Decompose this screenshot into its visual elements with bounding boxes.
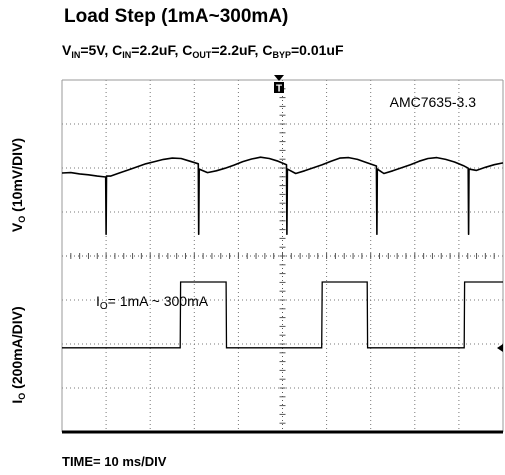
x-axis-label: TIME= 10 ms/DIV	[62, 454, 167, 469]
reference-level-marker	[497, 344, 503, 352]
current-annotation: IO= 1mA ~ 300mA	[96, 293, 209, 312]
annotation-sub: O	[100, 301, 108, 312]
annotation-base: I	[96, 293, 100, 309]
cin-base: C	[112, 42, 123, 58]
trace-output-voltage	[61, 156, 504, 235]
vin-value: =5V,	[80, 42, 113, 58]
cout-value: =2.2uF,	[211, 42, 263, 58]
trigger-letter: T	[276, 84, 282, 95]
cout-base: C	[182, 42, 193, 58]
trigger-box	[274, 82, 284, 93]
chart-title: Load Step (1mA~300mA)	[64, 6, 289, 27]
cbyp-sub: BYP	[272, 50, 291, 60]
grid	[61, 79, 504, 434]
trace-output-current	[62, 281, 503, 349]
cin-sub: IN	[122, 50, 132, 60]
traces	[61, 156, 504, 349]
device-label: AMC7635-3.3	[390, 94, 477, 110]
cin-value: =2.2uF,	[131, 42, 183, 58]
chart-subtitle: VIN=5V, CIN=2.2uF, COUT=2.2uF, CBYP=0.01…	[62, 42, 344, 60]
vin-sub: IN	[71, 50, 81, 60]
cbyp-value: =0.01uF	[290, 42, 344, 58]
trigger-marker: T	[274, 75, 284, 95]
cout-sub: OUT	[192, 50, 212, 60]
cbyp-base: C	[262, 42, 273, 58]
annotation-rest: = 1mA ~ 300mA	[108, 293, 209, 309]
vin-base: V	[62, 42, 72, 58]
trigger-arrow	[274, 75, 284, 81]
